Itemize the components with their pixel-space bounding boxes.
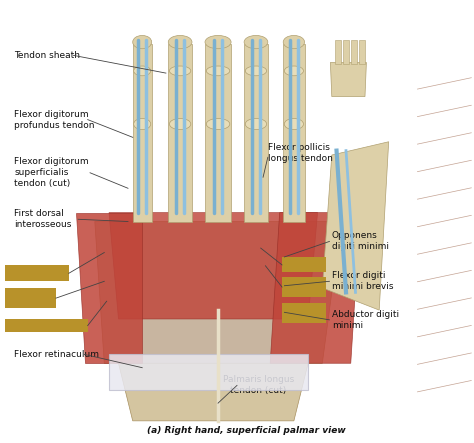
Polygon shape bbox=[109, 213, 318, 319]
Polygon shape bbox=[118, 363, 308, 421]
Polygon shape bbox=[335, 39, 341, 64]
Polygon shape bbox=[270, 213, 360, 363]
Polygon shape bbox=[330, 62, 366, 97]
Ellipse shape bbox=[170, 66, 191, 76]
Ellipse shape bbox=[246, 66, 266, 76]
Ellipse shape bbox=[244, 35, 268, 49]
Polygon shape bbox=[133, 44, 152, 222]
FancyBboxPatch shape bbox=[282, 303, 326, 323]
Ellipse shape bbox=[246, 119, 266, 130]
Ellipse shape bbox=[170, 119, 191, 130]
FancyBboxPatch shape bbox=[5, 265, 69, 281]
FancyBboxPatch shape bbox=[5, 319, 88, 332]
Polygon shape bbox=[95, 222, 341, 363]
Text: Flexor digiti
minimi brevis: Flexor digiti minimi brevis bbox=[332, 271, 393, 291]
Ellipse shape bbox=[134, 66, 151, 76]
Ellipse shape bbox=[168, 35, 192, 49]
Ellipse shape bbox=[134, 119, 151, 130]
Polygon shape bbox=[76, 213, 142, 363]
Ellipse shape bbox=[206, 119, 230, 130]
Polygon shape bbox=[351, 39, 357, 64]
Ellipse shape bbox=[284, 66, 303, 76]
Text: Opponens
digiti minimi: Opponens digiti minimi bbox=[332, 231, 389, 252]
Text: Abductor digiti
minimi: Abductor digiti minimi bbox=[332, 310, 399, 330]
Text: Palmaris longus
tendon (cut): Palmaris longus tendon (cut) bbox=[223, 375, 294, 396]
Text: Flexor digitorum
superficialis
tendon (cut): Flexor digitorum superficialis tendon (c… bbox=[14, 157, 89, 188]
Ellipse shape bbox=[283, 35, 304, 49]
Polygon shape bbox=[283, 44, 304, 222]
Polygon shape bbox=[343, 39, 349, 64]
Text: (a) Right hand, superficial palmar view: (a) Right hand, superficial palmar view bbox=[147, 426, 346, 435]
Text: Flexor pollicis
longus tendon: Flexor pollicis longus tendon bbox=[268, 143, 333, 163]
Text: First dorsal
interosseous: First dorsal interosseous bbox=[14, 209, 72, 229]
FancyBboxPatch shape bbox=[282, 277, 326, 297]
Polygon shape bbox=[322, 142, 389, 310]
Polygon shape bbox=[205, 44, 231, 222]
Text: Flexor retinaculum: Flexor retinaculum bbox=[14, 350, 99, 359]
FancyBboxPatch shape bbox=[282, 257, 326, 272]
Ellipse shape bbox=[284, 119, 303, 130]
Ellipse shape bbox=[133, 35, 152, 49]
Polygon shape bbox=[109, 354, 308, 390]
Polygon shape bbox=[244, 44, 268, 222]
Ellipse shape bbox=[205, 35, 231, 49]
FancyBboxPatch shape bbox=[5, 288, 56, 308]
Polygon shape bbox=[168, 44, 192, 222]
Text: Tendon sheath: Tendon sheath bbox=[14, 51, 80, 60]
Polygon shape bbox=[359, 39, 365, 64]
Ellipse shape bbox=[206, 66, 230, 76]
Text: Flexor digitorum
profundus tendon: Flexor digitorum profundus tendon bbox=[14, 109, 95, 130]
